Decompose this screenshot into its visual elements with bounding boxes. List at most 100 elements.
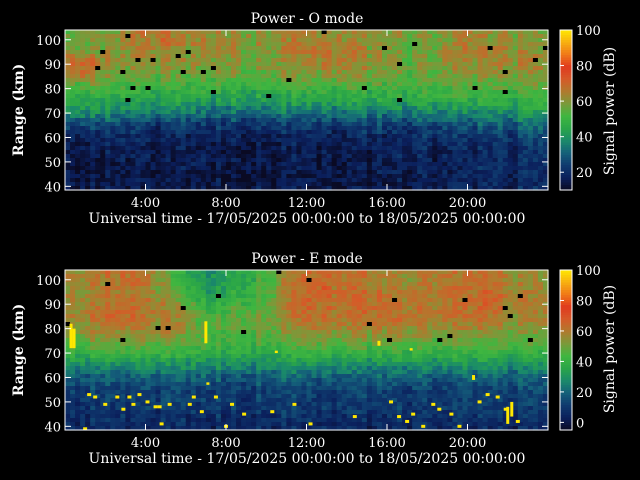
heatmap-cell xyxy=(472,138,479,143)
heatmap-cell xyxy=(301,118,308,123)
heatmap-cell xyxy=(376,146,383,151)
colorbar-segment xyxy=(560,187,572,191)
heatmap-cell xyxy=(366,170,373,175)
heatmap-cell xyxy=(220,182,227,187)
heatmap-cell xyxy=(442,102,448,107)
heatmap-cell xyxy=(251,86,257,91)
heatmap-cell xyxy=(175,338,182,343)
heatmap-cell xyxy=(95,94,101,99)
heatmap-cell xyxy=(276,174,282,179)
heatmap-cell xyxy=(502,174,509,179)
heatmap-cell xyxy=(165,322,172,327)
heatmap-cell xyxy=(190,90,197,95)
heatmap-cell xyxy=(497,98,504,103)
heatmap-cell xyxy=(507,186,514,191)
heatmap-cell xyxy=(160,126,167,131)
heatmap-cell xyxy=(311,146,318,151)
heatmap-cell xyxy=(387,58,393,63)
heatmap-cell xyxy=(130,298,137,303)
heatmap-cell xyxy=(351,150,358,155)
heatmap-cell xyxy=(90,342,96,347)
heatmap-cell xyxy=(276,134,282,139)
heatmap-cell xyxy=(502,86,509,91)
heatmap-cell xyxy=(512,174,519,179)
heatmap-cell xyxy=(507,162,514,167)
heatmap-cell xyxy=(150,358,157,363)
heatmap-cell xyxy=(472,34,479,39)
heatmap-cell xyxy=(165,306,172,311)
heatmap-cell xyxy=(190,354,197,359)
heatmap-cell xyxy=(150,310,157,315)
heatmap-cell xyxy=(371,82,378,87)
heatmap-cell xyxy=(120,310,126,315)
heatmap-cell xyxy=(472,130,479,135)
heatmap-cell xyxy=(492,106,499,111)
heatmap-cell xyxy=(110,394,116,399)
heatmap-cell xyxy=(457,82,464,87)
heatmap-cell xyxy=(190,50,197,55)
heatmap-cell xyxy=(105,122,111,127)
heatmap-cell xyxy=(366,110,373,115)
heatmap-cell xyxy=(542,38,549,43)
heatmap-cell xyxy=(356,154,363,159)
heatmap-cell xyxy=(215,38,222,43)
heatmap-cell xyxy=(271,30,277,35)
heatmap-cell xyxy=(452,114,459,119)
heatmap-cell xyxy=(125,166,132,171)
heatmap-cell xyxy=(215,30,222,35)
heatmap-cell xyxy=(130,326,137,331)
heatmap-cell xyxy=(527,174,534,179)
heatmap-cell xyxy=(150,322,157,327)
heatmap-cell xyxy=(165,42,172,47)
heatmap-cell xyxy=(276,118,282,123)
heatmap-cell xyxy=(487,74,494,79)
heatmap-cell xyxy=(432,138,438,143)
heatmap-cell xyxy=(200,178,207,183)
heatmap-cell xyxy=(130,58,137,63)
heatmap-cell xyxy=(276,126,282,131)
heatmap-cell xyxy=(336,90,343,95)
heatmap-cell xyxy=(65,410,71,415)
heatmap-cell xyxy=(215,34,222,39)
heatmap-cell xyxy=(85,274,91,279)
heatmap-cell xyxy=(120,126,126,131)
heatmap-cell xyxy=(175,310,182,315)
heatmap-cell xyxy=(271,106,277,111)
heatmap-cell xyxy=(492,98,499,103)
heatmap-cell xyxy=(175,74,182,79)
heatmap-cell xyxy=(100,342,106,347)
heatmap-cell xyxy=(130,134,137,139)
heatmap-cell xyxy=(507,102,514,107)
colorbar-segment xyxy=(560,120,572,124)
heatmap-cell xyxy=(75,30,81,35)
heatmap-cell xyxy=(532,130,539,135)
heatmap-cell xyxy=(180,274,187,279)
heatmap-cell xyxy=(402,50,408,55)
heatmap-cell xyxy=(90,326,96,331)
heatmap-cell xyxy=(220,114,227,119)
heatmap-cell xyxy=(100,186,106,191)
heatmap-cell xyxy=(241,186,247,191)
heatmap-cell xyxy=(170,338,177,343)
heatmap-cell xyxy=(412,130,418,135)
heatmap-cell xyxy=(180,410,187,415)
heatmap-cell xyxy=(125,366,132,371)
colorbar-segment xyxy=(560,97,572,101)
heatmap-cell xyxy=(120,294,126,299)
heatmap-cell xyxy=(205,34,212,39)
heatmap-cell xyxy=(427,46,433,51)
heatmap-cell xyxy=(105,30,111,35)
heatmap-cell xyxy=(85,82,91,87)
heatmap-cell xyxy=(542,106,549,111)
heatmap-cell xyxy=(115,382,121,387)
heatmap-cell xyxy=(75,54,81,59)
heatmap-cell xyxy=(397,106,403,111)
heatmap-cell xyxy=(110,58,116,63)
heatmap-cell xyxy=(145,70,152,75)
colorbar-segment xyxy=(560,75,572,79)
heatmap-cell xyxy=(165,90,172,95)
heatmap-cell xyxy=(376,154,383,159)
heatmap-cell xyxy=(70,314,76,319)
heatmap-cell xyxy=(392,102,398,107)
heatmap-cell xyxy=(125,66,132,71)
